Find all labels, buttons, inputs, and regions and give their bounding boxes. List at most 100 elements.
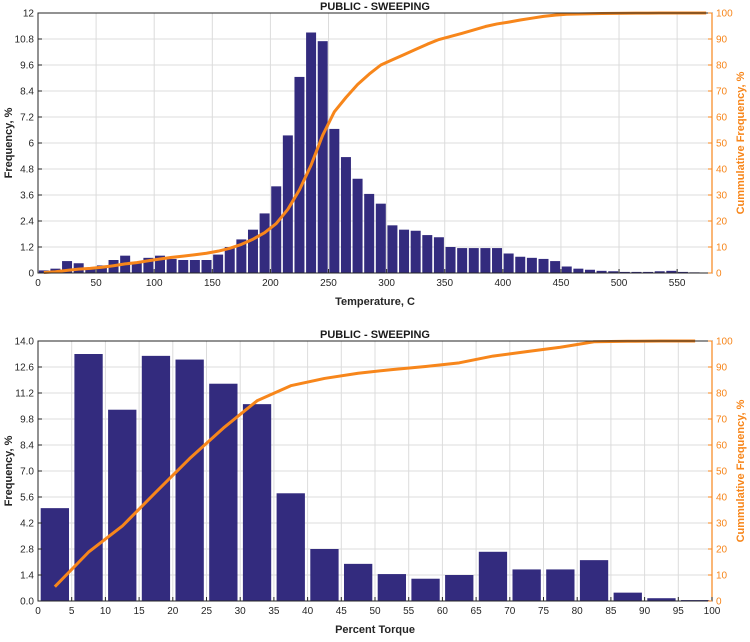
bar bbox=[271, 186, 281, 273]
y-tick-label: 7.2 bbox=[20, 113, 34, 124]
y2-tick-label: 10 bbox=[716, 243, 728, 254]
y2-tick-label: 20 bbox=[716, 545, 728, 556]
bar bbox=[580, 560, 608, 601]
x-tick-label: 75 bbox=[538, 606, 550, 617]
x-tick-label: 45 bbox=[336, 606, 348, 617]
y-axis-label: Frequency, % bbox=[3, 107, 15, 178]
bar bbox=[562, 267, 572, 274]
bar bbox=[209, 384, 237, 601]
y2-tick-label: 0 bbox=[716, 597, 722, 608]
bar bbox=[376, 204, 386, 273]
bar bbox=[479, 552, 507, 601]
y-tick-label: 0 bbox=[28, 269, 34, 280]
bar bbox=[167, 259, 177, 273]
y2-axis-label: Cummulative Frequency, % bbox=[735, 71, 747, 214]
x-tick-label: 5 bbox=[69, 606, 75, 617]
y2-tick-label: 20 bbox=[716, 217, 728, 228]
x-tick-label: 15 bbox=[134, 606, 146, 617]
y-tick-label: 9.8 bbox=[20, 415, 34, 426]
bar bbox=[344, 564, 372, 601]
y2-axis-label: Cummulative Frequency, % bbox=[735, 399, 747, 542]
y2-tick-label: 30 bbox=[716, 191, 728, 202]
bar bbox=[515, 257, 525, 273]
x-axis-label: Temperature, C bbox=[335, 296, 415, 308]
y2-tick-label: 100 bbox=[716, 337, 733, 348]
bar bbox=[318, 41, 328, 273]
bar bbox=[492, 248, 502, 273]
y-tick-label: 6 bbox=[28, 139, 34, 150]
bar bbox=[411, 231, 421, 273]
bar bbox=[445, 575, 473, 601]
y2-tick-label: 0 bbox=[716, 269, 722, 280]
x-tick-label: 100 bbox=[704, 606, 721, 617]
x-tick-label: 0 bbox=[35, 278, 41, 289]
x-tick-label: 250 bbox=[320, 278, 337, 289]
y-tick-label: 2.8 bbox=[20, 545, 34, 556]
x-tick-label: 70 bbox=[504, 606, 516, 617]
y2-tick-label: 80 bbox=[716, 389, 728, 400]
x-tick-label: 60 bbox=[437, 606, 449, 617]
y2-tick-label: 90 bbox=[716, 363, 728, 374]
bar bbox=[353, 179, 363, 273]
bar bbox=[364, 194, 374, 273]
y-tick-label: 4.2 bbox=[20, 519, 34, 530]
x-tick-label: 550 bbox=[669, 278, 686, 289]
y-tick-label: 7.0 bbox=[20, 467, 34, 478]
bar bbox=[387, 225, 397, 273]
y2-tick-label: 30 bbox=[716, 519, 728, 530]
y-tick-label: 9.6 bbox=[20, 61, 34, 72]
x-tick-label: 50 bbox=[91, 278, 103, 289]
x-tick-label: 400 bbox=[494, 278, 511, 289]
bar bbox=[504, 254, 514, 274]
x-tick-label: 40 bbox=[302, 606, 314, 617]
y2-tick-label: 60 bbox=[716, 441, 728, 452]
bar bbox=[546, 569, 574, 601]
x-tick-label: 85 bbox=[605, 606, 617, 617]
y2-tick-label: 40 bbox=[716, 165, 728, 176]
y-tick-label: 2.4 bbox=[20, 217, 34, 228]
bar bbox=[329, 129, 339, 273]
y-tick-label: 1.4 bbox=[20, 571, 34, 582]
y-tick-label: 12.6 bbox=[15, 363, 35, 374]
x-tick-label: 150 bbox=[204, 278, 221, 289]
bar bbox=[469, 248, 479, 273]
y2-tick-label: 70 bbox=[716, 415, 728, 426]
bar bbox=[41, 508, 69, 601]
y2-tick-label: 10 bbox=[716, 571, 728, 582]
bar bbox=[550, 261, 560, 273]
y-tick-label: 4.8 bbox=[20, 165, 34, 176]
y2-tick-label: 100 bbox=[716, 9, 733, 20]
bar bbox=[341, 157, 351, 273]
bar bbox=[190, 260, 200, 273]
y-tick-label: 1.2 bbox=[20, 243, 34, 254]
x-tick-label: 25 bbox=[201, 606, 213, 617]
y-axis-label: Frequency, % bbox=[3, 435, 15, 506]
bar bbox=[573, 269, 583, 273]
x-tick-label: 20 bbox=[167, 606, 179, 617]
bar bbox=[480, 248, 490, 273]
y2-tick-label: 60 bbox=[716, 113, 728, 124]
x-tick-label: 350 bbox=[436, 278, 453, 289]
x-tick-label: 50 bbox=[369, 606, 381, 617]
y-tick-label: 0.0 bbox=[20, 597, 34, 608]
bar bbox=[411, 579, 439, 601]
chart-title: PUBLIC - SWEEPING bbox=[320, 1, 430, 13]
bar bbox=[243, 404, 271, 601]
bar bbox=[294, 77, 304, 273]
bar bbox=[108, 410, 136, 601]
bar bbox=[399, 230, 409, 273]
x-tick-label: 95 bbox=[673, 606, 685, 617]
y2-tick-label: 50 bbox=[716, 139, 728, 150]
x-tick-label: 35 bbox=[268, 606, 280, 617]
x-tick-label: 10 bbox=[100, 606, 112, 617]
y2-tick-label: 90 bbox=[716, 35, 728, 46]
y2-tick-label: 50 bbox=[716, 467, 728, 478]
gridlines bbox=[38, 341, 712, 601]
bar bbox=[178, 260, 188, 273]
x-tick-label: 450 bbox=[553, 278, 570, 289]
bar bbox=[175, 360, 203, 601]
bar bbox=[142, 356, 170, 601]
chart-title: PUBLIC - SWEEPING bbox=[320, 329, 430, 341]
